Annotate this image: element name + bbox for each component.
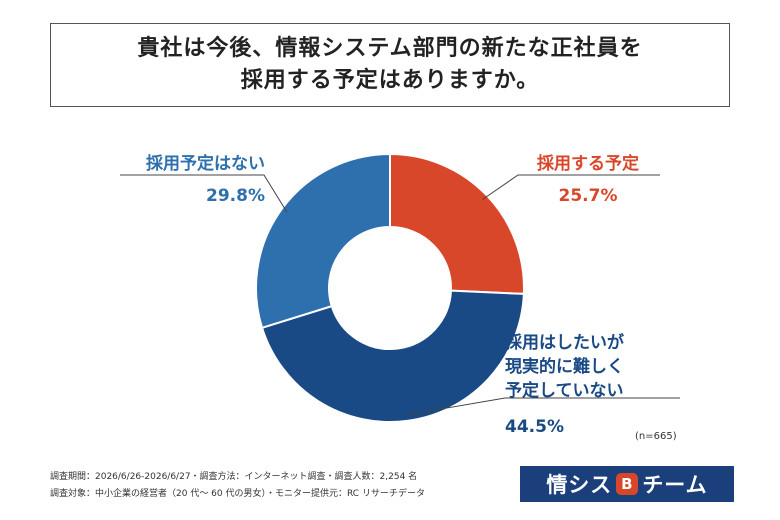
- label-want-but-difficult-line-2: 現実的に難しく: [505, 357, 624, 377]
- brand-logo-text-right: チーム: [642, 473, 708, 497]
- leader-line-want-but-difficult: [406, 397, 680, 416]
- label-plan-to-hire-name: 採用する予定: [537, 154, 639, 174]
- brand-logo: 情シス B チーム: [520, 466, 734, 502]
- label-plan-to-hire: 採用する予定 25.7%: [518, 152, 658, 208]
- brand-logo-badge: B: [616, 473, 639, 495]
- label-no-plan: 採用予定はない 29.8%: [135, 152, 265, 208]
- brand-logo-text-left: 情シス: [546, 473, 613, 497]
- survey-footer: 調査期間：2026/6/26-2026/6/27・調査方法：インターネット調査・…: [50, 469, 425, 503]
- label-plan-to-hire-value: 25.7%: [558, 186, 618, 206]
- title-box: 貴社は今後、情報システム部門の新たな正社員を 採用する予定はありますか。: [50, 23, 730, 107]
- chart-title-line-2: 採用する予定はありますか。: [240, 68, 540, 93]
- label-want-but-difficult-line-3: 予定していない: [505, 381, 624, 401]
- slice-no-plan: [255, 152, 391, 330]
- leader-line-plan-to-hire: [482, 174, 660, 200]
- label-want-but-difficult-value: 44.5%: [505, 417, 564, 437]
- label-no-plan-value: 29.8%: [206, 186, 265, 206]
- sample-size-note: (n=665): [635, 431, 677, 442]
- label-want-but-difficult: 採用はしたいが 現実的に難しく 予定していない 44.5%: [505, 331, 624, 439]
- survey-footer-line-2: 調査対象：中小企業の経営者（20 代～ 60 代の男女）・モニター提供元：RC …: [50, 489, 425, 499]
- chart-title-line-1: 貴社は今後、情報システム部門の新たな正社員を: [137, 36, 643, 61]
- label-no-plan-name: 採用予定はない: [146, 154, 265, 174]
- slice-plan-to-hire: [389, 152, 525, 295]
- leader-line-no-plan: [120, 174, 288, 213]
- slice-want-but-difficult: [260, 289, 525, 423]
- label-want-but-difficult-line-1: 採用はしたいが: [505, 333, 624, 353]
- survey-footer-line-1: 調査期間：2026/6/26-2026/6/27・調査方法：インターネット調査・…: [50, 472, 418, 482]
